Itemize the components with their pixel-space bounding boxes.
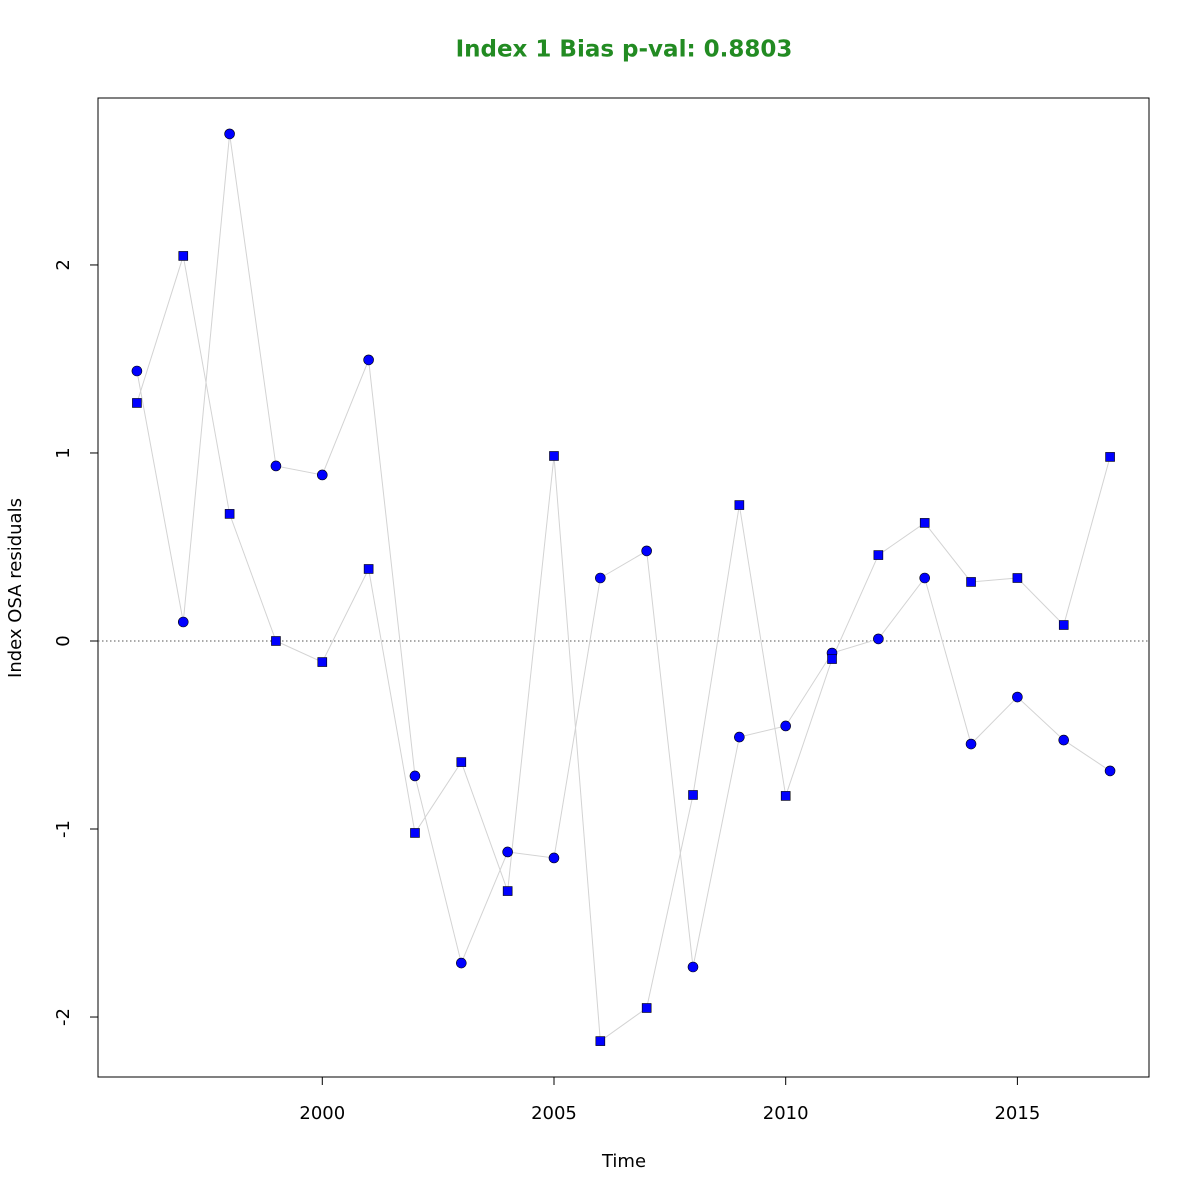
point (548, 852, 560, 864)
point (688, 790, 698, 800)
point (502, 846, 513, 858)
point (409, 770, 421, 782)
point (132, 398, 142, 408)
point (919, 518, 930, 528)
x-axis-label: Time (601, 1151, 646, 1172)
x-tick-label: 2005 (531, 1103, 577, 1124)
y-axis-label: Index OSA residuals (5, 498, 26, 678)
point (224, 128, 235, 140)
point (641, 1003, 652, 1013)
point (873, 633, 884, 645)
y-tick-label: 0 (53, 635, 74, 646)
point (780, 791, 791, 801)
point (1105, 452, 1115, 462)
point (873, 550, 884, 560)
point (363, 564, 374, 574)
y-tick-label: 2 (53, 259, 74, 270)
point (965, 738, 977, 750)
point (919, 572, 931, 584)
x-tick-label: 2010 (763, 1103, 809, 1124)
point (641, 545, 652, 557)
point (780, 720, 791, 732)
series-line (136, 133, 1111, 968)
point (316, 469, 328, 481)
x-tick-label: 2015 (994, 1103, 1040, 1124)
point (131, 365, 143, 377)
series-line (136, 255, 1111, 1043)
point (827, 654, 837, 664)
point (734, 500, 745, 510)
point (224, 509, 235, 519)
point (363, 354, 374, 366)
point (1058, 620, 1069, 630)
point (456, 957, 467, 969)
x-tick-label: 2000 (299, 1103, 345, 1124)
point (1012, 691, 1023, 703)
point (270, 460, 282, 472)
point (178, 251, 189, 261)
point (734, 731, 745, 743)
y-tick-label: -2 (53, 1008, 74, 1026)
chart-title: Index 1 Bias p-val: 0.8803 (456, 37, 793, 63)
point (502, 886, 513, 896)
point (687, 961, 699, 973)
point (966, 577, 976, 587)
point (317, 657, 328, 667)
point (549, 451, 559, 461)
point (1012, 573, 1023, 583)
point (595, 572, 606, 584)
point (410, 828, 420, 838)
y-tick-label: -1 (53, 820, 74, 838)
point (456, 757, 467, 767)
point (1104, 765, 1116, 777)
y-tick-label: 1 (53, 447, 74, 458)
point (595, 1036, 606, 1046)
plot-frame (97, 97, 1150, 1078)
point (1058, 734, 1070, 746)
point (177, 616, 189, 628)
point (271, 636, 281, 646)
